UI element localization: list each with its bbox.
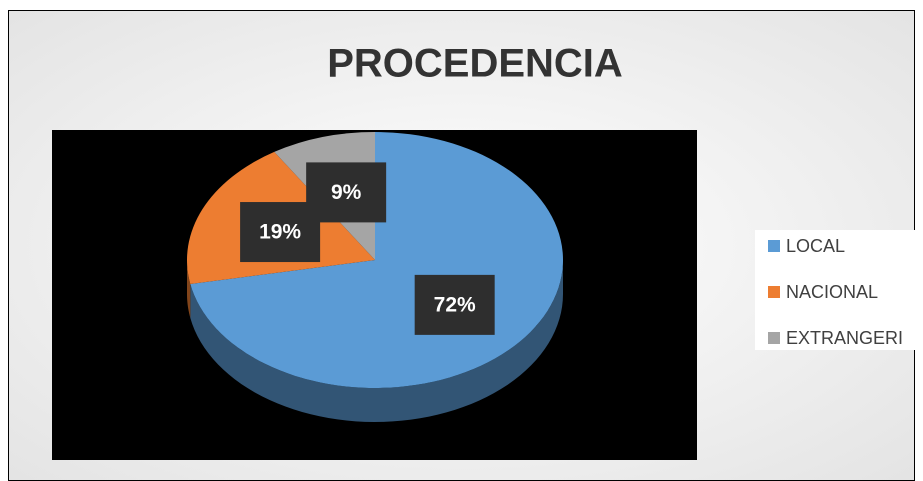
legend-swatch <box>768 332 780 344</box>
pie-side <box>190 260 563 422</box>
pie-side <box>187 260 191 318</box>
data-label-box <box>414 274 495 335</box>
legend-label: LOCAL <box>786 236 845 256</box>
legend-label: NACIONAL <box>786 282 878 302</box>
legend-swatch <box>768 240 780 252</box>
legend-swatch <box>768 286 780 298</box>
legend-box <box>755 230 915 350</box>
data-label-box <box>306 162 387 223</box>
data-label: 19% <box>259 221 301 244</box>
chart-title: PROCEDENCIA <box>327 42 623 86</box>
data-label: 72% <box>434 293 476 316</box>
legend-label: EXTRANGERI <box>786 328 903 348</box>
data-label: 9% <box>331 181 362 204</box>
